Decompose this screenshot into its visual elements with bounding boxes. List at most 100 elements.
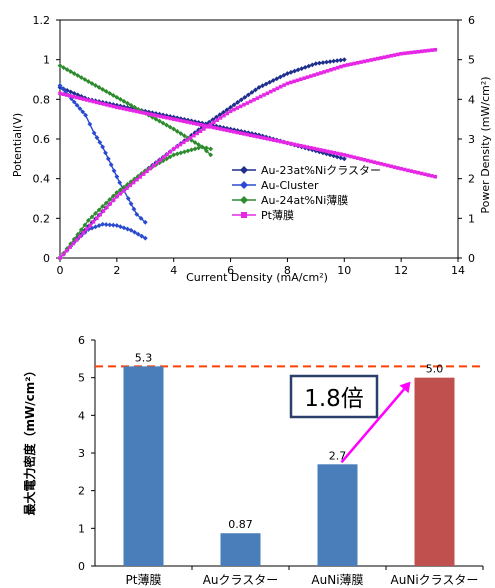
data-point [309, 146, 313, 150]
data-point [125, 107, 129, 112]
data-point [332, 66, 337, 71]
data-point [74, 102, 80, 108]
data-point [335, 151, 340, 156]
data-point [285, 81, 290, 86]
data-point [128, 227, 134, 233]
series-2-power-line [59, 146, 211, 259]
bar-category-label: Pt薄膜 [126, 572, 162, 587]
data-point [426, 48, 431, 53]
data-point [235, 128, 241, 133]
data-point [105, 103, 109, 107]
bar-0 [123, 366, 164, 566]
data-point [151, 113, 156, 117]
data-point [349, 62, 353, 67]
data-point [274, 76, 280, 82]
y-tick-label: 1.2 [33, 14, 51, 27]
data-point [295, 67, 301, 73]
data-point [339, 64, 343, 69]
data-point [198, 122, 203, 127]
data-point [107, 222, 113, 228]
data-point [171, 152, 177, 158]
data-point [115, 194, 119, 199]
data-point [74, 95, 79, 100]
data-point [160, 120, 166, 126]
data-point [175, 144, 179, 149]
data-point [64, 248, 69, 253]
data-point [324, 59, 329, 65]
data-point [322, 148, 327, 153]
data-point [58, 256, 62, 260]
data-point [153, 116, 159, 122]
data-point [342, 63, 347, 68]
data-point [392, 53, 397, 57]
legend-marker [241, 212, 247, 218]
data-point [199, 144, 205, 150]
data-point [406, 51, 410, 55]
data-point [208, 125, 213, 129]
data-point [245, 101, 250, 105]
y-tick-label: 0.8 [33, 93, 51, 106]
data-point [382, 162, 387, 167]
data-point [121, 104, 127, 110]
data-point [86, 217, 91, 223]
data-point [96, 207, 102, 213]
data-point [320, 150, 326, 156]
data-point [118, 96, 123, 102]
max-power-bar-chart: 0 1 2 3 4 5 6 5.3 Pt薄膜 0.87 Auクラスター 2.7 AuNi薄膜 5.0 Au… [22, 334, 484, 587]
data-point [110, 193, 116, 199]
data-point [329, 150, 333, 154]
data-point [68, 69, 74, 74]
data-point [192, 146, 198, 152]
data-point [78, 96, 82, 101]
data-point [295, 78, 300, 83]
data-point [128, 108, 133, 112]
x-tick-label: 4 [170, 264, 177, 277]
data-point [315, 147, 320, 152]
data-point [228, 129, 233, 133]
data-point [86, 79, 91, 84]
series-3 [58, 47, 438, 260]
data-point [270, 78, 276, 83]
data-point [132, 176, 138, 182]
data-point [164, 122, 170, 128]
x-tick-label: 14 [451, 264, 465, 277]
data-point [285, 71, 290, 76]
data-point [181, 133, 187, 139]
data-point [125, 186, 129, 190]
data-point [412, 50, 417, 54]
data-point [325, 149, 330, 154]
data-point [238, 104, 243, 109]
data-point [423, 49, 427, 53]
data-point [235, 99, 241, 105]
legend-label: Au-Cluster [261, 179, 319, 192]
y2-tick-label: 3 [468, 133, 475, 146]
bar-y-tick-label: 5 [78, 372, 85, 385]
x-tick-label: 2 [113, 264, 120, 277]
data-point [365, 158, 370, 163]
data-point [96, 223, 102, 228]
data-point [275, 139, 280, 143]
data-point [345, 63, 350, 67]
data-point [128, 179, 134, 185]
data-point [272, 138, 276, 142]
data-point [288, 80, 293, 85]
data-point [322, 70, 327, 74]
data-point [196, 145, 201, 151]
data-point [372, 160, 377, 165]
data-point [196, 142, 201, 148]
data-point [78, 234, 82, 239]
data-point [64, 246, 70, 251]
data-point [189, 147, 194, 153]
data-point [94, 135, 100, 141]
data-point [125, 100, 130, 106]
data-point [68, 245, 72, 249]
data-point [105, 205, 109, 210]
y-tick-label: 0.2 [33, 212, 51, 225]
data-point [248, 133, 253, 138]
data-point [97, 139, 103, 145]
data-point [327, 59, 333, 65]
data-point [268, 89, 273, 94]
data-point [81, 97, 86, 101]
data-point [299, 143, 303, 148]
data-point [174, 128, 180, 134]
